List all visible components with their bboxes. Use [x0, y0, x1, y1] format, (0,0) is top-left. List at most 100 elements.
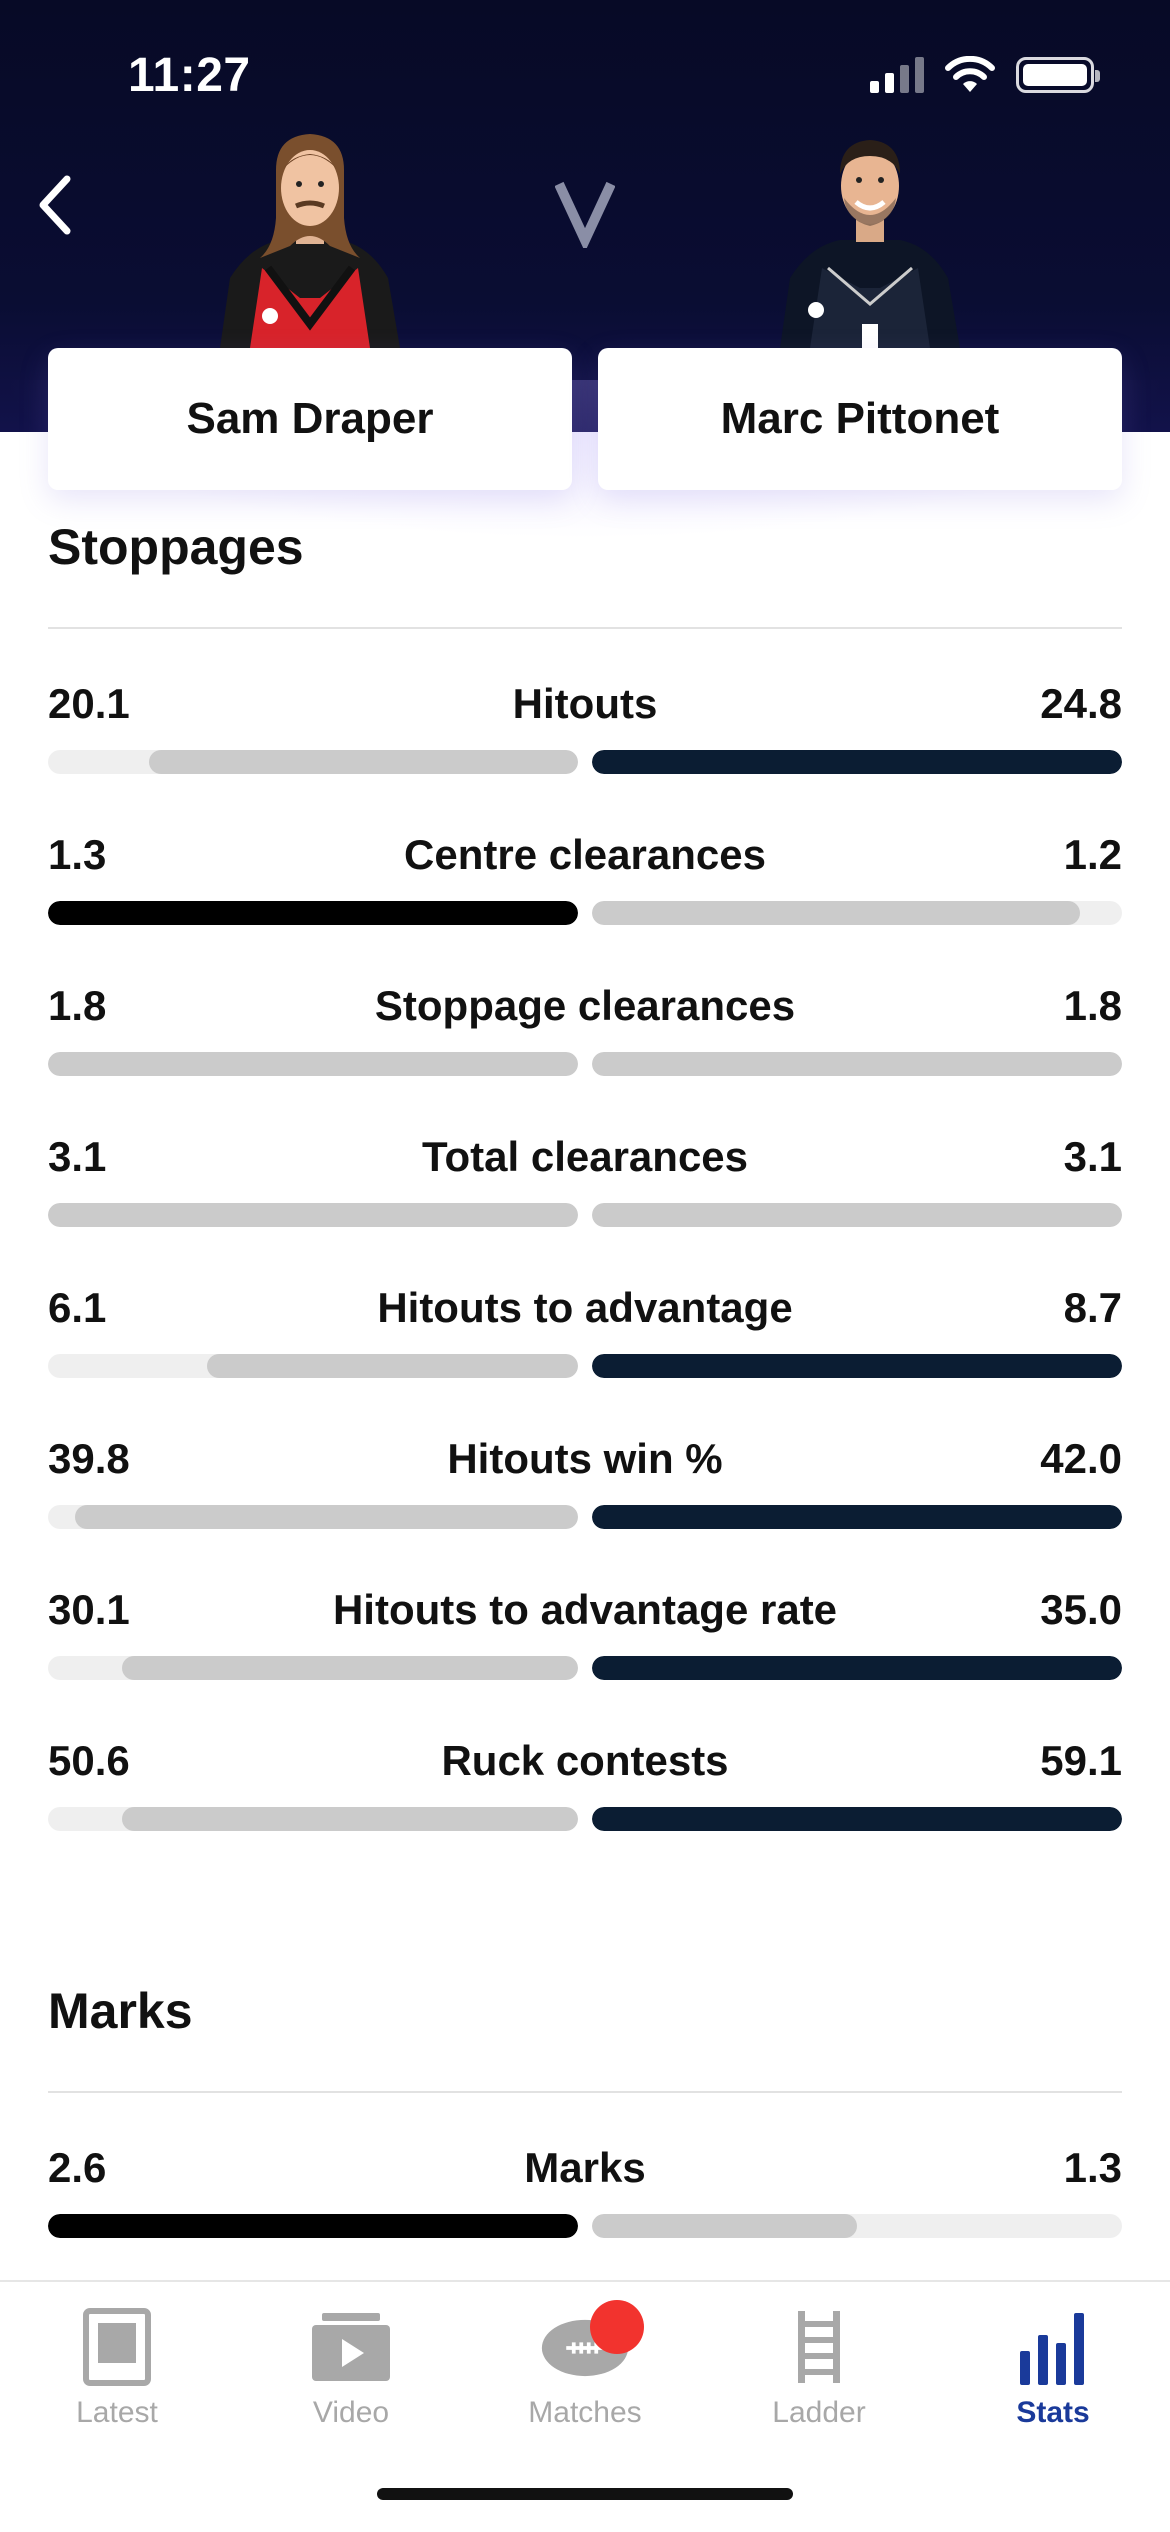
tab-matches[interactable]: Matches — [468, 2300, 702, 2442]
tab-ladder[interactable]: Ladder — [702, 2302, 936, 2442]
section-title-stoppages: Stoppages — [48, 519, 304, 575]
stat-right-value: 1.2 — [1063, 831, 1122, 878]
versus-icon — [555, 181, 615, 248]
stat-right-bar — [592, 901, 1122, 925]
stat-row: 30.1 Hitouts to advantage rate 35.0 — [48, 1586, 1122, 1706]
stat-row: 39.8 Hitouts win % 42.0 — [48, 1435, 1122, 1555]
stat-right-bar — [592, 1656, 1122, 1680]
stat-row: 6.1 Hitouts to advantage 8.7 — [48, 1284, 1122, 1404]
stat-right-bar — [592, 1354, 1122, 1378]
battery-icon — [1016, 57, 1100, 93]
notification-badge — [590, 2300, 644, 2354]
chevron-left-icon — [39, 175, 71, 235]
stat-row: 1.3 Centre clearances 1.2 — [48, 831, 1122, 951]
stat-right-bar-fill — [592, 2214, 857, 2238]
player-left-photo — [220, 134, 400, 348]
stat-right-value: 1.8 — [1063, 982, 1122, 1029]
stat-left-bar-fill — [48, 1052, 578, 1076]
stat-right-bar — [592, 1052, 1122, 1076]
stat-right-bar-fill — [592, 1052, 1122, 1076]
stat-right-bar — [592, 1203, 1122, 1227]
stat-left-value: 39.8 — [48, 1435, 130, 1482]
stat-left-value: 1.8 — [48, 982, 107, 1029]
stat-right-bar — [592, 2214, 1122, 2238]
news-icon — [72, 2302, 162, 2392]
stat-right-bar-fill — [592, 1203, 1122, 1227]
stat-right-bar-fill — [592, 901, 1080, 925]
stat-left-value: 30.1 — [48, 1586, 130, 1633]
stat-left-bar — [48, 750, 578, 774]
video-icon — [306, 2302, 396, 2392]
stat-left-bar — [48, 901, 578, 925]
player-left-name-card[interactable]: Sam Draper — [48, 348, 572, 490]
stat-right-bar-fill — [592, 750, 1122, 774]
stat-label: Hitouts to advantage — [377, 1284, 793, 1331]
player-right-photo — [780, 140, 960, 348]
stat-left-bar-fill — [48, 2214, 578, 2238]
stat-label: Hitouts to advantage rate — [332, 1586, 838, 1633]
stat-left-bar — [48, 1505, 578, 1529]
stat-left-bar — [48, 1203, 578, 1227]
ladder-icon — [774, 2302, 864, 2392]
stat-label: Stoppage clearances — [374, 982, 796, 1029]
tab-stats[interactable]: Stats — [936, 2302, 1170, 2442]
stat-right-value: 1.3 — [1063, 2144, 1122, 2191]
section-divider — [48, 627, 1122, 629]
stat-row: 20.1 Hitouts 24.8 — [48, 680, 1122, 800]
stat-left-bar-fill — [48, 901, 578, 925]
stat-label: Hitouts — [512, 680, 658, 727]
stat-right-value: 42.0 — [1040, 1435, 1122, 1482]
stat-right-value: 24.8 — [1040, 680, 1122, 727]
wifi-icon — [945, 56, 995, 92]
section-divider — [48, 2091, 1122, 2093]
stat-right-bar-fill — [592, 1505, 1122, 1529]
stat-right-bar-fill — [592, 1354, 1122, 1378]
tab-latest[interactable]: Latest — [0, 2302, 234, 2442]
home-indicator — [377, 2488, 793, 2500]
stat-right-bar — [592, 1807, 1122, 1831]
stat-left-bar — [48, 2214, 578, 2238]
section-title-marks: Marks — [48, 1983, 193, 2039]
stat-left-value: 1.3 — [48, 831, 107, 878]
stat-row: 2.6 Marks 1.3 — [48, 2144, 1122, 2264]
stat-left-bar-fill — [148, 750, 578, 774]
stat-left-value: 50.6 — [48, 1737, 130, 1784]
stat-row: 3.1 Total clearances 3.1 — [48, 1133, 1122, 1253]
stat-right-bar — [592, 750, 1122, 774]
stat-left-value: 20.1 — [48, 680, 130, 727]
stats-icon — [1008, 2302, 1098, 2392]
stat-label: Centre clearances — [404, 831, 766, 878]
stat-left-bar — [48, 1656, 578, 1680]
stat-right-bar — [592, 1505, 1122, 1529]
stat-left-value: 3.1 — [48, 1133, 107, 1180]
bottom-tab-bar: Latest Video Matches Ladder Stats — [0, 2280, 1170, 2532]
stat-right-value: 3.1 — [1063, 1133, 1122, 1180]
stat-right-value: 59.1 — [1040, 1737, 1122, 1784]
player-right-name: Marc Pittonet — [720, 394, 1000, 443]
tab-label: Ladder — [772, 2396, 866, 2429]
stat-left-value: 2.6 — [48, 2144, 107, 2191]
stat-left-bar-fill — [207, 1354, 578, 1378]
tab-label: Stats — [1016, 2396, 1090, 2429]
stat-right-value: 8.7 — [1063, 1284, 1122, 1331]
stat-left-bar — [48, 1052, 578, 1076]
tab-video[interactable]: Video — [234, 2302, 468, 2442]
stat-left-value: 6.1 — [48, 1284, 107, 1331]
stat-label: Hitouts win % — [447, 1435, 723, 1482]
tab-label: Latest — [76, 2396, 158, 2429]
stat-left-bar-fill — [74, 1505, 578, 1529]
back-button[interactable] — [20, 170, 90, 240]
stat-left-bar — [48, 1807, 578, 1831]
stat-row: 1.8 Stoppage clearances 1.8 — [48, 982, 1122, 1102]
stat-left-bar-fill — [122, 1807, 578, 1831]
tab-label: Matches — [528, 2396, 642, 2429]
player-right-name-card[interactable]: Marc Pittonet — [598, 348, 1122, 490]
player-left-name: Sam Draper — [186, 394, 434, 443]
stat-right-bar-fill — [592, 1656, 1122, 1680]
stat-left-bar-fill — [122, 1656, 578, 1680]
stat-left-bar-fill — [48, 1203, 578, 1227]
tab-label: Video — [312, 2396, 390, 2429]
status-icons — [870, 56, 1100, 94]
stat-left-bar — [48, 1354, 578, 1378]
stat-label: Total clearances — [421, 1133, 749, 1180]
